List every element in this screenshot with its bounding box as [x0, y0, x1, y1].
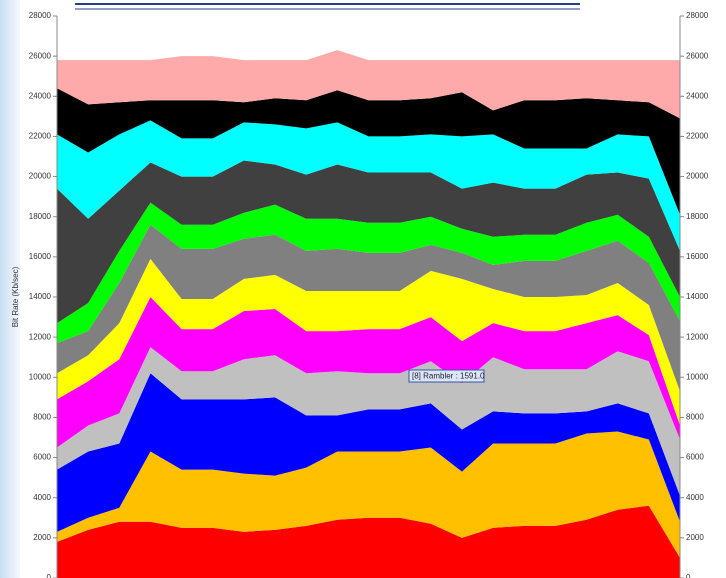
- y-tick-label: 2000: [33, 533, 51, 542]
- y-tick-label: 18000: [29, 212, 52, 221]
- y-tick-label: 8000: [33, 413, 51, 422]
- y2-tick-label: 0: [686, 573, 691, 578]
- side-band: [0, 0, 20, 578]
- y-tick-label: 28000: [29, 11, 52, 20]
- area: [57, 224, 680, 392]
- area: [57, 297, 680, 448]
- y2-tick-label: 26000: [686, 51, 709, 60]
- y2-tick-label: 6000: [686, 453, 704, 462]
- area: [57, 347, 680, 496]
- area: [57, 431, 680, 558]
- y2-tick-label: 4000: [686, 493, 704, 502]
- tooltip: [8] Rambler : 1591.0: [412, 372, 485, 381]
- area: [57, 505, 680, 578]
- y-tick-label: 22000: [29, 132, 52, 141]
- area: [57, 88, 680, 215]
- y2-tick-label: 10000: [686, 372, 709, 381]
- y2-tick-label: 22000: [686, 132, 709, 141]
- area: [57, 50, 680, 119]
- y2-tick-label: 12000: [686, 332, 709, 341]
- y-tick-label: 10000: [29, 372, 52, 381]
- y-tick-label: 16000: [29, 252, 52, 261]
- y-tick-label: 0: [47, 573, 52, 578]
- area: [57, 258, 680, 426]
- tooltip-box: [408, 369, 485, 383]
- y2-tick-label: 28000: [686, 11, 709, 20]
- y-tick-label: 14000: [29, 292, 52, 301]
- y2-tick-label: 16000: [686, 252, 709, 261]
- y-axis-label: Bit Rate (Kb/sec): [11, 266, 20, 327]
- y2-tick-label: 20000: [686, 172, 709, 181]
- y2-tick-label: 14000: [686, 292, 709, 301]
- y-tick-label: 20000: [29, 172, 52, 181]
- area: [57, 202, 680, 344]
- y-tick-label: 4000: [33, 493, 51, 502]
- y2-tick-label: 24000: [686, 91, 709, 100]
- y2-tick-label: 2000: [686, 533, 704, 542]
- area: [57, 160, 680, 324]
- y2-tick-label: 8000: [686, 413, 704, 422]
- y-tick-label: 26000: [29, 51, 52, 60]
- area: [57, 120, 680, 251]
- y-tick-label: 24000: [29, 91, 52, 100]
- y-tick-label: 12000: [29, 332, 52, 341]
- y-tick-label: 6000: [33, 453, 51, 462]
- y2-tick-label: 18000: [686, 212, 709, 221]
- area: [57, 373, 680, 532]
